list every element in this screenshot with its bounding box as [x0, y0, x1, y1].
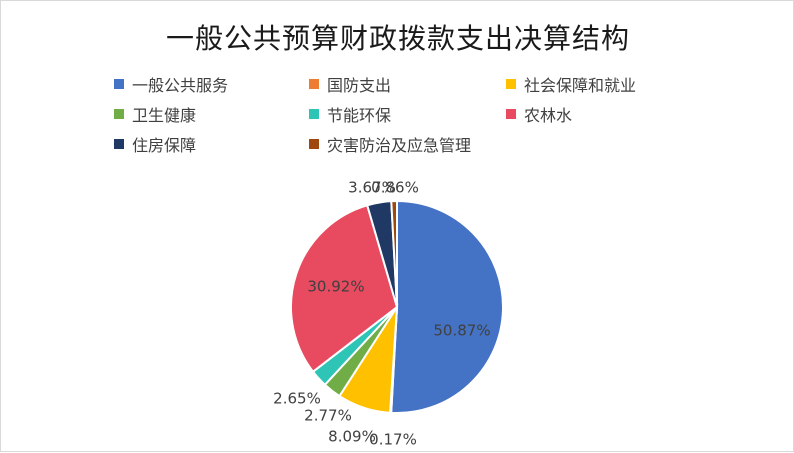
legend-swatch [114, 79, 124, 89]
legend-item: 社会保障和就业 [506, 74, 637, 95]
legend-swatch [506, 109, 516, 119]
legend-item: 节能环保 [309, 104, 392, 125]
legend-label: 一般公共服务 [132, 76, 229, 95]
data-label: 2.65% [273, 390, 321, 408]
legend-swatch [309, 109, 319, 119]
chart-title: 一般公共预算财政拨款支出决算结构 [165, 22, 630, 55]
legend-item: 卫生健康 [114, 104, 197, 125]
legend-label: 国防支出 [327, 76, 392, 95]
pie-slice [390, 199, 504, 414]
legend-label: 住房保障 [132, 136, 197, 155]
legend-label: 灾害防治及应急管理 [327, 136, 472, 155]
pie-slice [390, 199, 398, 308]
data-label: 2.77% [304, 407, 352, 425]
legend-swatch [114, 109, 124, 119]
data-label: 3.67% [348, 179, 396, 197]
data-label: 0.17% [369, 431, 417, 449]
legend-item: 住房保障 [114, 134, 197, 155]
legend-label: 卫生健康 [132, 106, 197, 125]
pie-slice [290, 204, 399, 374]
legend-label: 社会保障和就业 [524, 76, 637, 95]
legend-label: 农林水 [524, 106, 573, 125]
data-label: 8.09% [328, 428, 376, 446]
legend-label: 节能环保 [327, 106, 392, 125]
legend-swatch [309, 139, 319, 149]
data-label: 50.87% [433, 322, 490, 340]
legend-item: 农林水 [506, 104, 573, 125]
legend-item: 一般公共服务 [114, 74, 229, 95]
legend-item: 灾害防治及应急管理 [309, 134, 472, 155]
legend-swatch [506, 79, 516, 89]
legend-swatch [309, 79, 319, 89]
legend-swatch [114, 139, 124, 149]
legend-item: 国防支出 [309, 74, 392, 95]
data-label: 30.92% [307, 278, 364, 296]
data-label: 0.86% [371, 179, 419, 197]
